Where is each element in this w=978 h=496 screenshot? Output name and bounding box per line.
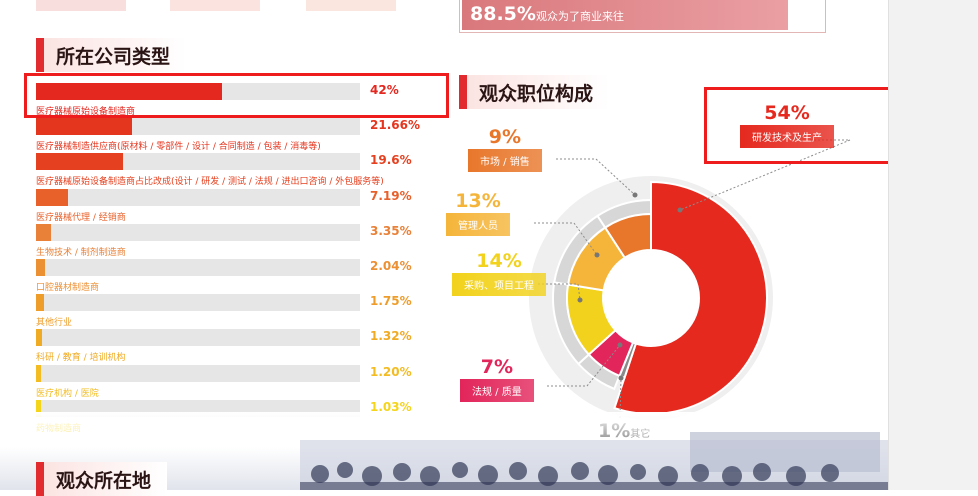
bar-category-label: 医疗机构 / 医院: [36, 388, 99, 399]
slice-category-label: 管理人员: [446, 213, 510, 236]
bar-value-label: 1.03%: [370, 399, 412, 414]
viewer-gutter: [888, 0, 978, 490]
business-purpose-banner: 88.5% 观众为了商业来往: [459, 0, 826, 33]
bar-value-label: 21.66%: [370, 118, 420, 133]
position-donut-chart: [440, 120, 880, 450]
bar-row: 42% 医疗器械原始设备制造商: [36, 83, 436, 119]
slice-value-label: 14%: [476, 250, 522, 272]
bar-value-label: 3.35%: [370, 223, 412, 238]
slice-value-label: 7%: [480, 356, 513, 378]
bar-track: [36, 118, 360, 136]
bar-track: [36, 223, 360, 241]
position-heading: 观众职位构成: [459, 75, 610, 109]
donut-callout: 13% 管理人员: [446, 190, 510, 236]
bar: [36, 259, 46, 276]
bar: [36, 153, 123, 171]
bar-track: [36, 364, 360, 382]
donut-callout: 54% 研发技术及生产: [740, 102, 834, 148]
callout-dot: [618, 375, 624, 381]
bar: [36, 83, 223, 100]
business-purpose-pill: 88.5% 观众为了商业来往: [462, 0, 788, 30]
slice-value-label: 9%: [488, 126, 521, 148]
bar-category-label: 口腔器材制造商: [36, 283, 100, 293]
position-highlight-box: [704, 87, 894, 164]
position-title: 观众职位构成: [467, 75, 610, 109]
callout-leader-line: [556, 158, 636, 196]
company-type-heading: 所在公司类型: [36, 38, 187, 72]
top-swatch-2: [170, 0, 260, 11]
callout-dot: [677, 207, 683, 213]
bar: [36, 364, 42, 382]
bar-value-label: 1.75%: [370, 294, 412, 309]
callout-dot: [577, 297, 583, 303]
business-purpose-value: 88.5%: [470, 3, 536, 25]
slice-category-label: 研发技术及生产: [740, 125, 834, 148]
donut-slice: [603, 212, 652, 260]
bar-value-label: 1.32%: [370, 329, 412, 344]
bar: [36, 188, 68, 206]
bar-row: 7.19% 医疗器械代理 / 经销商: [36, 188, 436, 225]
bar-category-label: 医疗器械代理 / 经销商: [36, 212, 126, 223]
bar-value-label: 1.20%: [370, 364, 412, 379]
bar-category-label: 科研 / 教育 / 培训机构: [36, 353, 126, 364]
bar-category-label: 医疗器械原始设备制造商占比改成(设计 / 研发 / 测试 / 法规 / 进出口咨…: [36, 177, 384, 188]
donut-callout: 7% 法规 / 质量: [460, 356, 534, 402]
callout-leader-line: [547, 344, 621, 387]
bar-category-label: 其他行业: [36, 318, 73, 329]
bar-category-label: 医疗器械制造供应商(原材料 / 零部件 / 设计 / 合同制造 / 包装 / 消…: [36, 142, 321, 153]
slice-value-label: 13%: [455, 190, 501, 212]
callout-dot: [617, 342, 623, 348]
donut-hole: [604, 251, 698, 345]
heading-accent-bar: [36, 38, 44, 72]
callout-dot: [632, 192, 638, 198]
bar-track: [36, 294, 360, 312]
callout-leader-line: [538, 283, 581, 301]
donut-callout: 9% 市场 / 销售: [468, 126, 542, 172]
bar-track: [36, 259, 360, 276]
bar-value-label: 42%: [370, 83, 399, 97]
bar-track: [36, 188, 360, 206]
bar-row: 21.66% 医疗器械制造供应商(原材料 / 零部件 / 设计 / 合同制造 / …: [36, 118, 436, 154]
slice-category-label: 采购、项目工程: [452, 273, 546, 296]
location-title: 观众所在地: [44, 462, 168, 496]
donut-svg: [529, 139, 851, 420]
bar: [36, 399, 41, 417]
bar: [36, 223, 51, 241]
slice-category-label: 法规 / 质量: [460, 379, 534, 402]
bar-row: 3.35% 生物技术 / 制剂制造商: [36, 223, 436, 260]
callout-dot: [594, 252, 600, 258]
donut-callout: 14% 采购、项目工程: [452, 250, 546, 296]
bar-value-label: 19.6%: [370, 153, 412, 168]
business-purpose-text: 观众为了商业来往: [536, 10, 624, 23]
bar-category-label: 医疗器械原始设备制造商: [36, 107, 136, 117]
company-type-title: 所在公司类型: [44, 38, 187, 72]
bar-value-label: 2.04%: [370, 259, 412, 273]
bar-track: [36, 83, 360, 100]
slice-category-label: 市场 / 销售: [468, 149, 542, 172]
top-swatch-3: [306, 0, 396, 11]
crowd-silhouette: [300, 432, 888, 490]
bar-track: [36, 153, 360, 171]
bar: [36, 118, 133, 136]
bar-row: 1.20% 医疗机构 / 医院: [36, 364, 436, 401]
slice-value-label: 54%: [764, 102, 810, 124]
heading-accent-bar: [36, 462, 44, 496]
heading-accent-bar: [459, 75, 467, 109]
bar-row: 2.04% 口腔器材制造商: [36, 259, 436, 295]
top-swatch-1: [36, 0, 126, 11]
location-heading: 观众所在地: [36, 462, 168, 496]
bar-category-label: 生物技术 / 制剂制造商: [36, 247, 126, 258]
bar-row: 1.32% 科研 / 教育 / 培训机构: [36, 329, 436, 365]
bar-track: [36, 329, 360, 347]
brochure-page: 88.5% 观众为了商业来往 所在公司类型 42% 医疗器械原始设备制造商 21.6…: [0, 0, 894, 496]
bar-value-label: 7.19%: [370, 188, 412, 203]
callout-leader-line: [619, 377, 622, 419]
callout-leader-line: [534, 222, 598, 256]
bar-row: 19.6% 医疗器械原始设备制造商占比改成(设计 / 研发 / 测试 / 法规 /…: [36, 153, 436, 189]
bar: [36, 329, 42, 347]
bar: [36, 294, 44, 312]
company-type-highlight-box: [24, 73, 449, 118]
bar-row: 1.75% 其他行业: [36, 294, 436, 330]
